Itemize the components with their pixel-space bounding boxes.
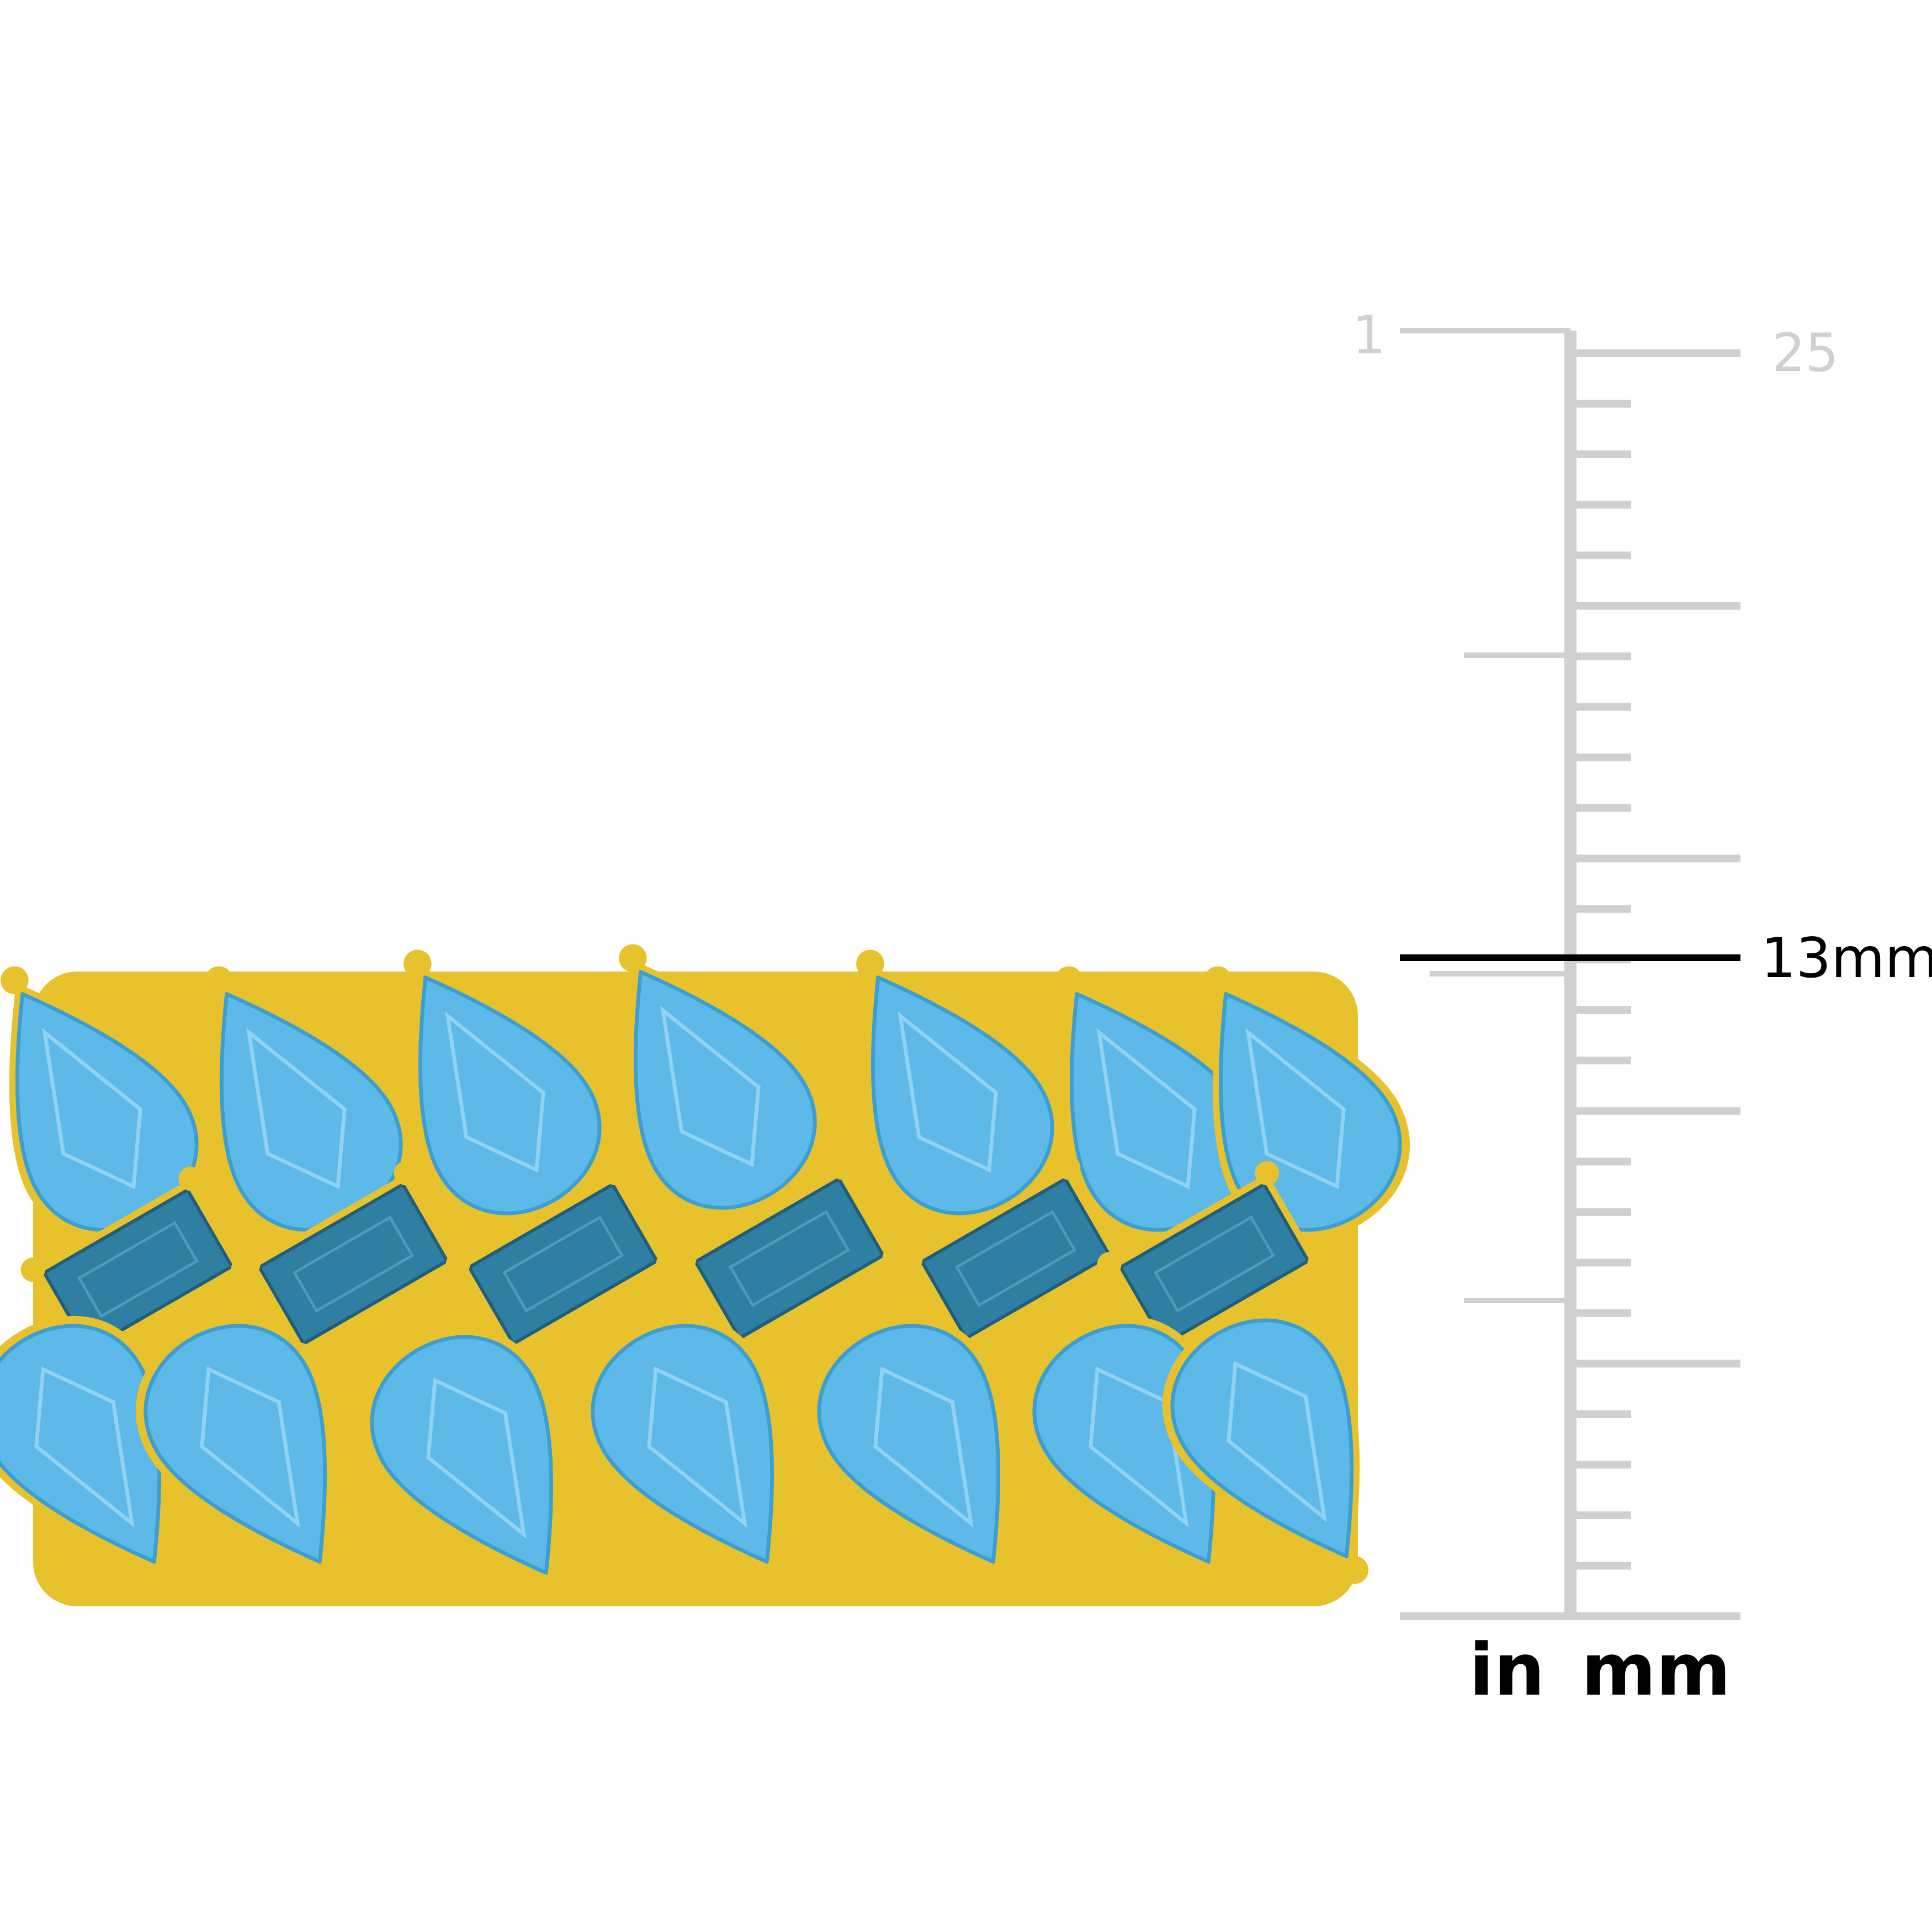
stone-facet: [898, 1011, 998, 1173]
prong: [619, 944, 647, 973]
unit-in-label: in: [1469, 1628, 1544, 1712]
baguette-stone: [41, 1187, 235, 1352]
prong: [1, 966, 29, 995]
mm-25-label: 25: [1772, 323, 1839, 384]
ring-image: [0, 944, 1410, 1606]
pear-stone: [817, 1324, 1001, 1565]
stone-facet: [292, 1215, 415, 1313]
prong: [1055, 966, 1083, 995]
measurement-label: 13mm: [1761, 926, 1932, 990]
baguette-stone: [257, 1182, 450, 1346]
stone-facet: [647, 1366, 747, 1528]
pear-stone: [633, 969, 817, 1210]
prong: [404, 949, 432, 978]
prong: [1202, 1561, 1230, 1590]
top-pear-stone: [619, 944, 825, 1218]
top-pear-stone: [404, 949, 609, 1224]
bottom-pear-stone: [1163, 1310, 1368, 1584]
stone-facet: [426, 1377, 527, 1539]
inch-one-label: 1: [1352, 305, 1386, 366]
bottom-pear-stone: [0, 1315, 176, 1590]
stone-facet: [728, 1209, 851, 1308]
stone-facet: [445, 1011, 545, 1173]
baguette-stone: [693, 1176, 886, 1341]
prong: [445, 1252, 470, 1277]
pear-stone: [370, 1335, 554, 1576]
prong: [1056, 1155, 1081, 1180]
baguette-stone-group: [672, 1155, 907, 1362]
stone-facet: [660, 1006, 761, 1167]
prong: [178, 1166, 203, 1191]
stone-facet: [1153, 1215, 1276, 1313]
prong: [830, 1155, 854, 1180]
prong: [987, 1561, 1015, 1590]
size-ruler: [1400, 328, 1740, 1620]
prong: [1307, 1251, 1332, 1276]
prong: [394, 1161, 418, 1186]
baguette-stone: [1118, 1182, 1311, 1346]
top-pear-stone: [856, 949, 1062, 1224]
unit-mm-label: mm: [1581, 1628, 1731, 1712]
stone-facet: [200, 1366, 300, 1528]
stone-facet: [502, 1215, 624, 1313]
prong: [236, 1252, 261, 1277]
baguette-stone: [466, 1182, 660, 1346]
bottom-pear-stone: [583, 1315, 789, 1590]
stone-facet: [77, 1220, 199, 1319]
baguette-stone-group: [236, 1161, 471, 1367]
prong: [1097, 1252, 1122, 1277]
prong: [1255, 1161, 1280, 1186]
prong: [898, 1246, 923, 1271]
bottom-pear-stone: [362, 1326, 568, 1601]
prong: [672, 1246, 697, 1271]
stone-facet: [1227, 1361, 1327, 1522]
pear-stone: [591, 1324, 774, 1565]
prong: [205, 966, 233, 995]
pear-stone: [1170, 1318, 1354, 1559]
pear-stone: [418, 974, 602, 1216]
prong: [148, 1561, 176, 1590]
prong: [603, 1161, 628, 1186]
prong: [540, 1572, 568, 1601]
stone-facet: [1245, 1028, 1346, 1190]
prong: [856, 949, 884, 978]
stone-facet: [1096, 1028, 1197, 1190]
stone-facet: [34, 1366, 135, 1528]
bottom-pear-stone: [136, 1315, 342, 1590]
stone-facet: [42, 1028, 142, 1190]
stone-facet: [246, 1028, 347, 1190]
prong: [1340, 1556, 1368, 1584]
pear-stone: [144, 1324, 327, 1565]
bottom-pear-stone: [809, 1315, 1015, 1590]
prong: [761, 1561, 789, 1590]
top-pear-stone: [1, 966, 206, 1240]
prong: [314, 1561, 342, 1590]
stone-facet: [873, 1366, 974, 1528]
stone-facet: [954, 1209, 1077, 1308]
prong: [1204, 966, 1232, 995]
top-pear-stone: [1055, 966, 1261, 1240]
prong: [20, 1257, 45, 1282]
pear-stone: [871, 974, 1054, 1216]
baguette-stone: [919, 1176, 1112, 1341]
